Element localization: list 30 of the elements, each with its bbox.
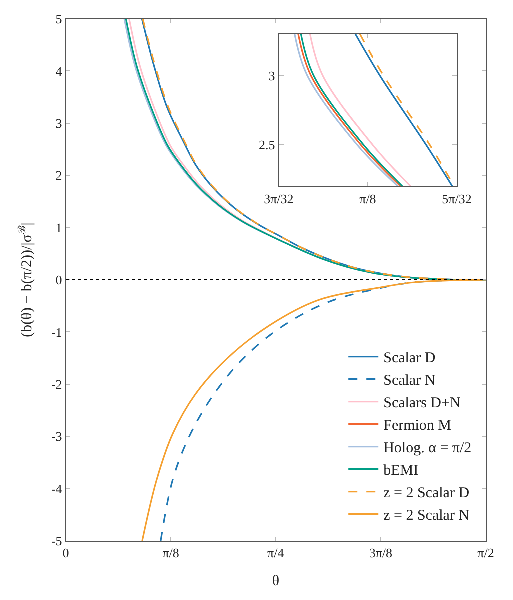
y-tick-label: -3 (51, 429, 62, 444)
y-tick-label: 1 (56, 220, 62, 236)
x-tick-label: π/4 (268, 546, 285, 561)
legend-label: Fermion M (384, 418, 452, 434)
legend-label: Scalar D (384, 350, 436, 367)
legend-label: z = 2 Scalar D (384, 486, 470, 502)
y-tick-label: 4 (56, 64, 63, 79)
y-tick-label: 3 (268, 68, 276, 84)
y-tick-label: -2 (51, 376, 62, 392)
x-tick-label: 5π/32 (442, 191, 472, 206)
legend-label: bEMI (384, 463, 419, 480)
legend-label: Scalar N (384, 373, 436, 390)
y-tick-label: 0 (56, 272, 62, 288)
x-tick-label: π/8 (360, 191, 376, 206)
y-tick-label: 3 (56, 116, 62, 131)
line-series (309, 34, 412, 187)
y-tick-label: 2 (56, 168, 62, 184)
x-tick-label: 3π/32 (264, 191, 294, 206)
x-tick-label: π/2 (478, 546, 494, 561)
legend-label: Scalars D+N (384, 396, 461, 412)
y-tick-label: -1 (51, 324, 62, 340)
x-axis-title: θ (272, 574, 280, 590)
y-tick-label: 2.5 (258, 138, 276, 153)
x-tick-label: π/8 (162, 546, 180, 561)
y-tick-label: 5 (56, 12, 62, 27)
legend-label: Holog. α = π/2 (384, 440, 472, 457)
y-tick-label: -4 (51, 481, 63, 496)
legend-label: z = 2 Scalar N (384, 508, 470, 524)
y-tick-label: -5 (51, 534, 62, 549)
x-tick-label: 3π/8 (369, 546, 393, 561)
